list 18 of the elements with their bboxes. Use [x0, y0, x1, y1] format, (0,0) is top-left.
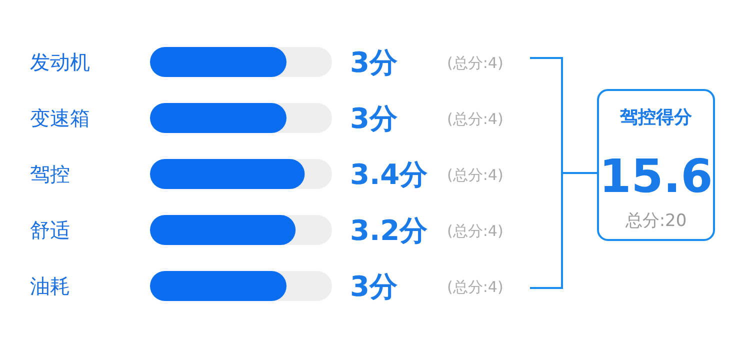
- text: (总分:4): [447, 54, 504, 72]
- y-tick-label: 舒适: [30, 218, 70, 242]
- text: (总分:4): [447, 222, 504, 240]
- text: 15.6: [599, 149, 713, 203]
- data-label: 3.2分: [350, 214, 429, 247]
- y-tick-label: 油耗: [30, 274, 70, 298]
- text: 总分:20: [624, 211, 687, 231]
- data-label: 3分: [350, 270, 398, 303]
- text: 驾控得分: [619, 107, 693, 128]
- y-tick-label: 变速箱: [30, 106, 90, 130]
- y-tick-label: 驾控: [30, 162, 70, 186]
- text: (总分:4): [447, 110, 504, 128]
- text: (总分:4): [447, 278, 504, 296]
- y-tick-label: 发动机: [30, 50, 90, 74]
- data-label: 3分: [350, 46, 398, 79]
- text: (总分:4): [447, 166, 504, 184]
- data-label: 3分: [350, 102, 398, 135]
- data-label: 3.4分: [350, 158, 429, 191]
